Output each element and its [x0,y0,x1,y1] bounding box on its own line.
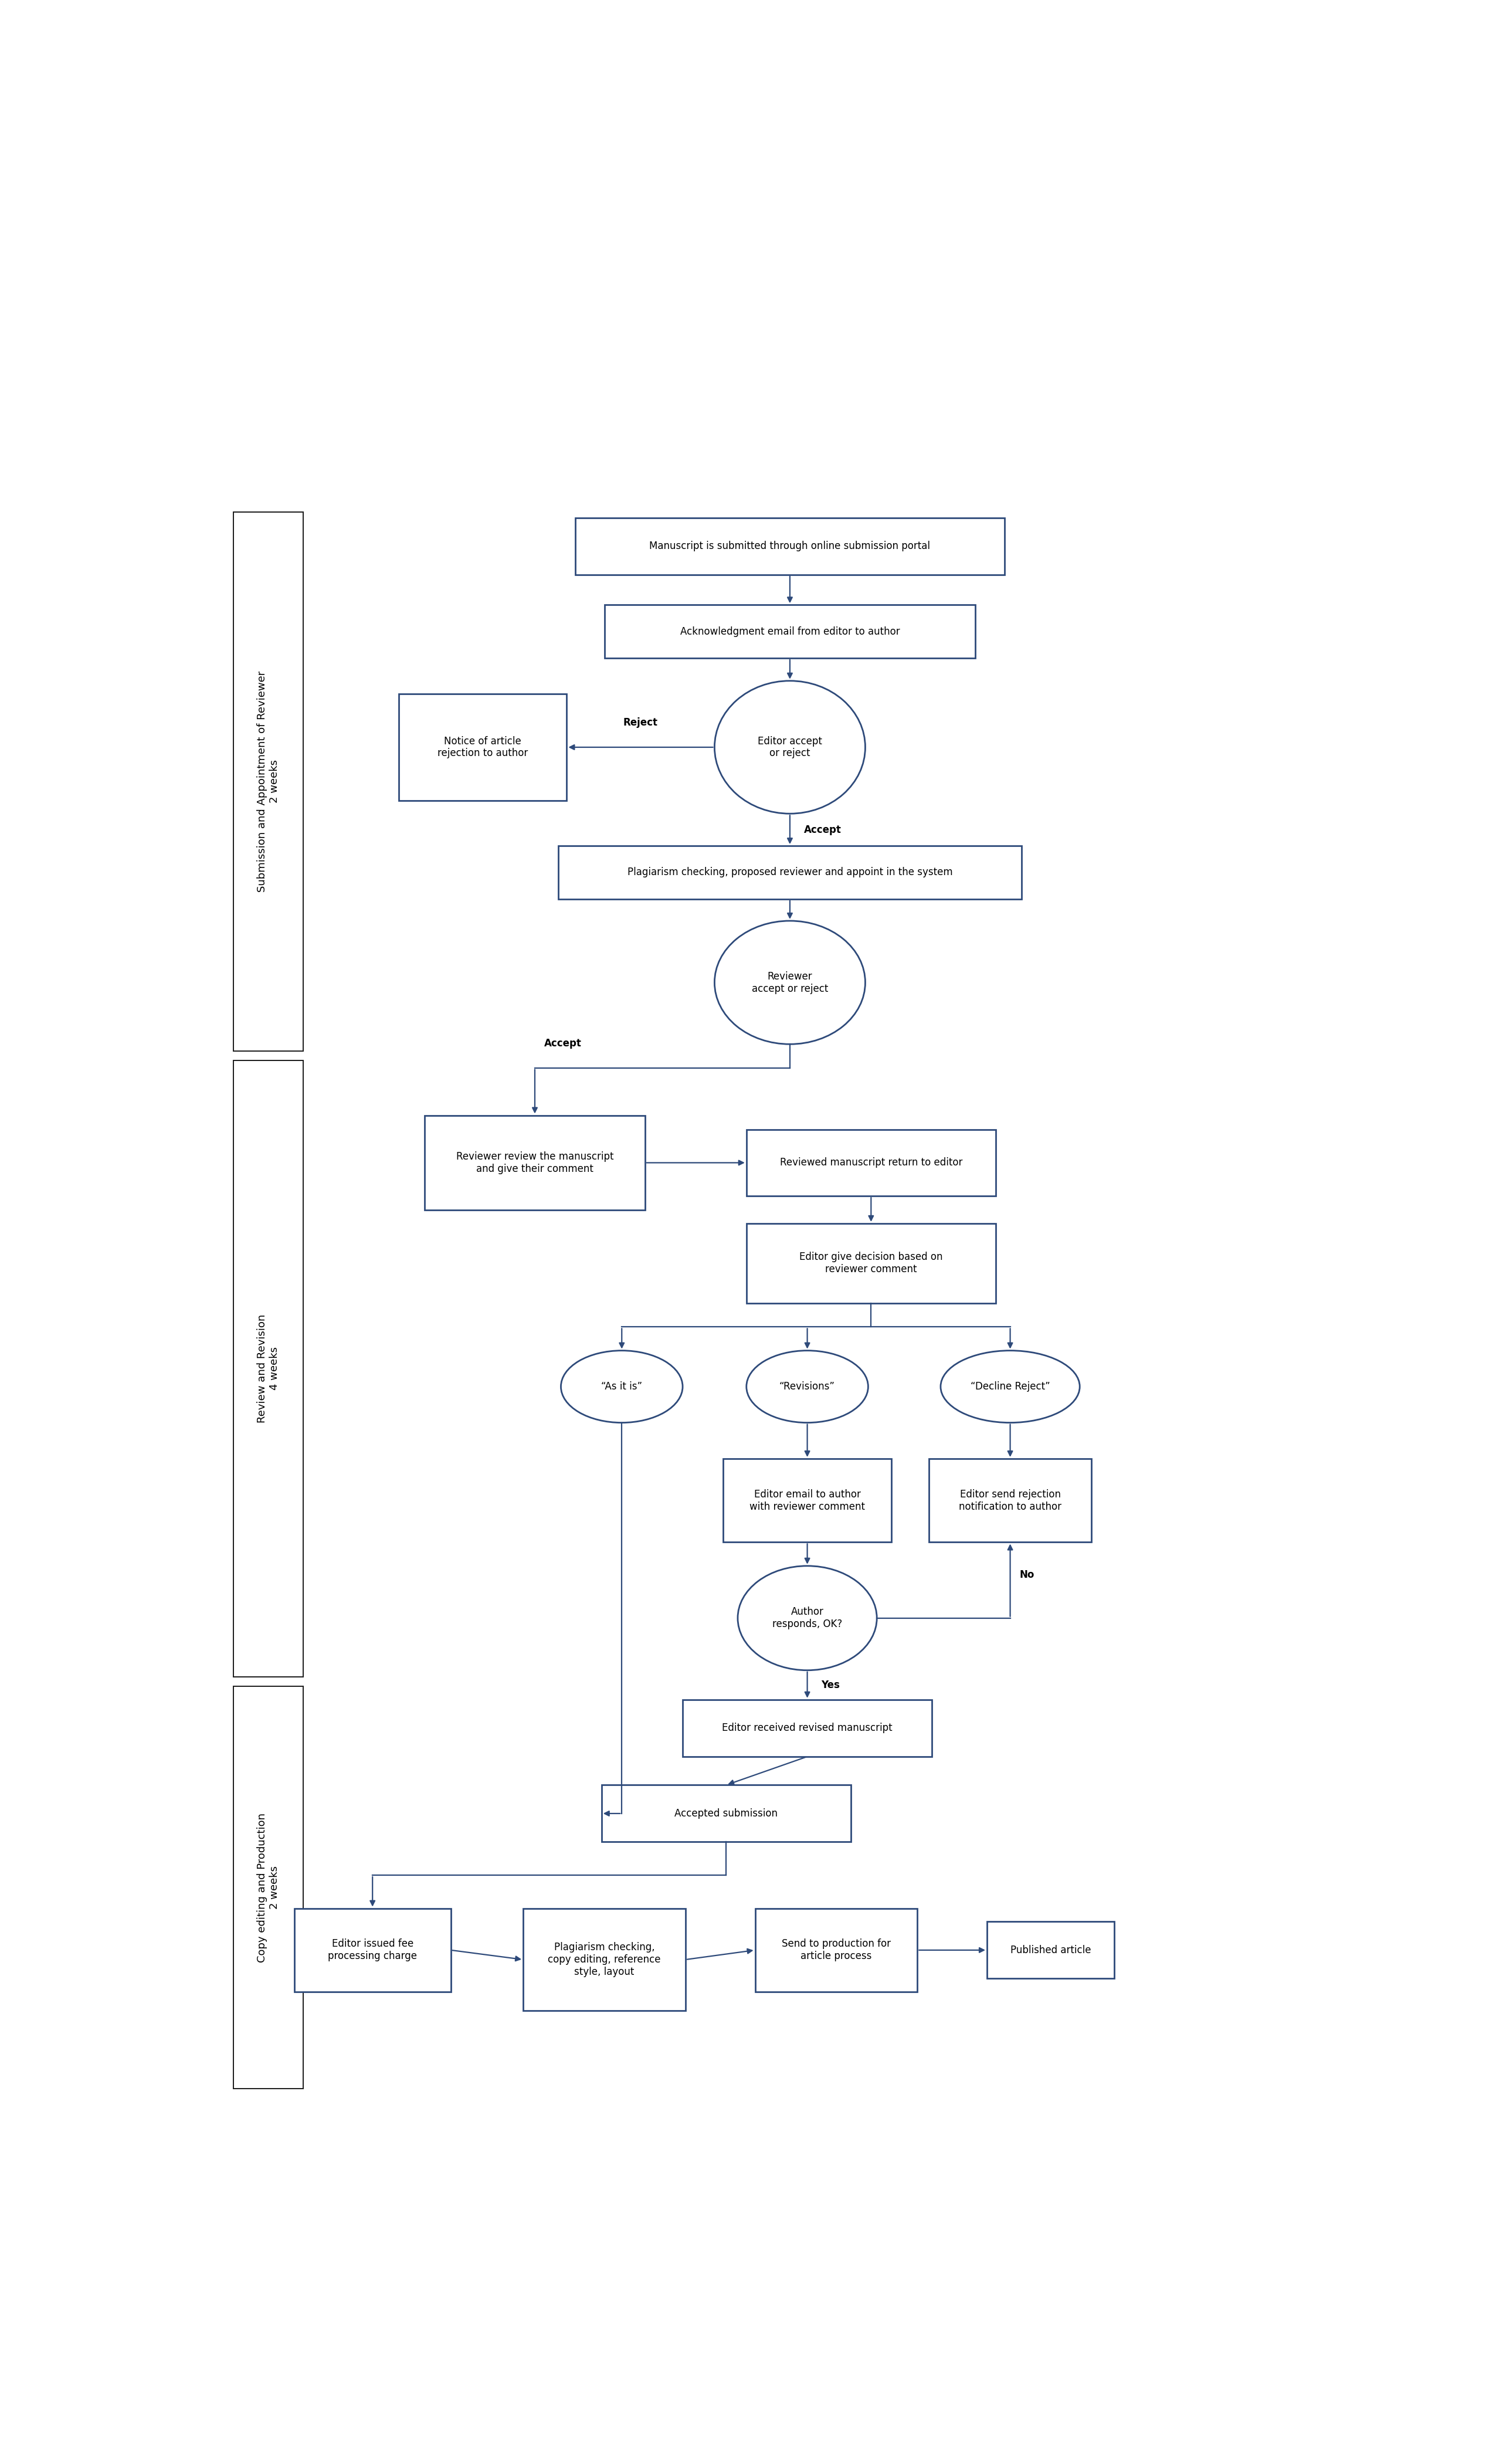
FancyBboxPatch shape [425,1116,645,1210]
Text: Accept: Accept [803,825,841,835]
Text: No: No [1019,1570,1034,1579]
Text: “Decline Reject”: “Decline Reject” [971,1382,1050,1392]
Text: “As it is”: “As it is” [601,1382,642,1392]
Text: Copy editing and Production
2 weeks: Copy editing and Production 2 weeks [257,1814,280,1961]
Text: Reject: Reject [624,717,658,727]
Ellipse shape [561,1350,682,1422]
Text: Manuscript is submitted through online submission portal: Manuscript is submitted through online s… [649,540,931,552]
FancyBboxPatch shape [929,1459,1091,1542]
Text: Plagiarism checking,
copy editing, reference
style, layout: Plagiarism checking, copy editing, refer… [548,1942,661,1976]
FancyBboxPatch shape [558,845,1022,899]
FancyBboxPatch shape [524,1907,685,2011]
FancyBboxPatch shape [747,1129,996,1195]
Ellipse shape [747,1350,868,1422]
Ellipse shape [715,922,865,1045]
Text: Send to production for
article process: Send to production for article process [782,1939,890,1961]
Text: Reviewed manuscript return to editor: Reviewed manuscript return to editor [779,1158,962,1168]
Text: “Revisions”: “Revisions” [779,1382,835,1392]
Text: Editor give decision based on
reviewer comment: Editor give decision based on reviewer c… [799,1252,942,1274]
FancyBboxPatch shape [601,1784,851,1843]
Text: Reviewer
accept or reject: Reviewer accept or reject [751,971,829,993]
FancyBboxPatch shape [233,513,302,1050]
Text: Accept: Accept [545,1037,582,1050]
Text: Notice of article
rejection to author: Notice of article rejection to author [437,737,528,759]
Text: Editor email to author
with reviewer comment: Editor email to author with reviewer com… [749,1488,865,1513]
Text: Submission and Appointment of Reviewer
2 weeks: Submission and Appointment of Reviewer 2… [257,670,280,892]
Ellipse shape [738,1567,877,1671]
FancyBboxPatch shape [682,1700,932,1757]
FancyBboxPatch shape [398,695,567,801]
FancyBboxPatch shape [747,1225,996,1303]
Text: Plagiarism checking, proposed reviewer and appoint in the system: Plagiarism checking, proposed reviewer a… [627,867,953,877]
FancyBboxPatch shape [604,606,975,658]
Text: Published article: Published article [1010,1944,1091,1956]
Text: Review and Revision
4 weeks: Review and Revision 4 weeks [257,1313,280,1422]
Text: Reviewer review the manuscript
and give their comment: Reviewer review the manuscript and give … [456,1151,613,1175]
Text: Yes: Yes [821,1680,839,1690]
FancyBboxPatch shape [755,1907,917,1991]
FancyBboxPatch shape [295,1907,450,1991]
Ellipse shape [941,1350,1080,1422]
Text: Editor send rejection
notification to author: Editor send rejection notification to au… [959,1488,1062,1513]
FancyBboxPatch shape [987,1922,1115,1979]
Text: Author
responds, OK?: Author responds, OK? [772,1607,842,1629]
FancyBboxPatch shape [576,517,1004,574]
Ellipse shape [715,680,865,813]
FancyBboxPatch shape [723,1459,892,1542]
Text: Editor issued fee
processing charge: Editor issued fee processing charge [328,1939,417,1961]
FancyBboxPatch shape [233,1060,302,1678]
Text: Accepted submission: Accepted submission [675,1809,778,1818]
Text: Editor accept
or reject: Editor accept or reject [757,737,823,759]
Text: Editor received revised manuscript: Editor received revised manuscript [723,1722,893,1732]
FancyBboxPatch shape [233,1685,302,2089]
Text: Acknowledgment email from editor to author: Acknowledgment email from editor to auth… [681,626,899,636]
